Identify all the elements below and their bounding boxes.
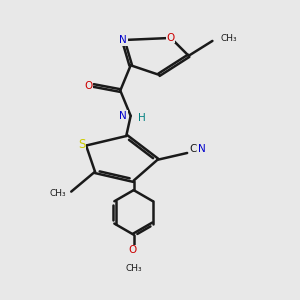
Text: CH₃: CH₃: [49, 189, 66, 198]
Text: CH₃: CH₃: [125, 264, 142, 273]
Text: S: S: [78, 138, 85, 151]
Text: O: O: [84, 80, 92, 91]
Text: H: H: [138, 113, 146, 123]
Text: N: N: [198, 144, 206, 154]
Text: O: O: [128, 245, 136, 255]
Text: O: O: [167, 33, 175, 43]
Text: CH₃: CH₃: [221, 34, 237, 43]
Text: C: C: [189, 144, 197, 154]
Text: N: N: [119, 111, 127, 121]
Text: N: N: [119, 35, 127, 45]
